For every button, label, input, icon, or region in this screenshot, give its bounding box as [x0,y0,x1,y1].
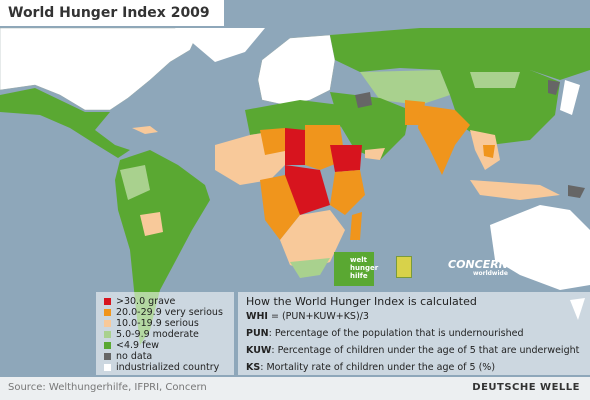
south-africa [290,258,330,278]
logo-ifpri [396,256,412,278]
yemen [365,148,385,160]
formula-text: : Percentage of children under the age o… [271,345,580,356]
legend-label: no data [116,351,153,362]
mexico [0,88,130,158]
india [418,105,470,175]
logo-concern: CONCERN worldwide [448,258,508,278]
caribbean [132,126,158,134]
greenland [175,28,265,62]
png [568,185,585,198]
ethiopia [330,145,362,172]
legend-swatch [104,320,111,327]
madagascar [350,212,362,240]
legend-swatch [104,331,111,338]
legend-item: <4.9 few [104,340,234,351]
east-africa [330,170,365,215]
legend: >30.0 grave 20.0-29.9 very serious 10.0-19… [96,292,234,375]
europe [257,34,336,106]
footer: Source: Welthungerhilfe, IFPRI, Concern … [0,377,590,400]
russia [330,28,590,80]
central-africa [260,175,300,240]
logo-welthungerhilfe: welt hunger hilfe [334,252,378,286]
formula-term: WHI [246,311,268,322]
legend-swatch [104,342,111,349]
legend-item: >30.0 grave [104,296,234,307]
legend-label: 20.0-29.9 very serious [116,307,223,318]
legend-label: industrialized country [116,362,220,373]
australia [490,205,590,290]
china [440,70,560,145]
congo [285,165,330,215]
formula-term: PUN [246,328,269,339]
legend-item: industrialized country [104,362,234,373]
brand: DEUTSCHE WELLE [472,382,580,393]
legend-label: <4.9 few [116,340,160,351]
legend-label: 5.0-9.9 moderate [116,329,199,340]
central-asia [360,70,450,105]
legend-label: >30.0 grave [116,296,176,307]
legend-label: 10.0-19.9 serious [116,318,199,329]
legend-swatch [104,353,111,360]
formula-text: : Mortality rate of children under the a… [260,362,496,373]
legend-item: 10.0-19.9 serious [104,318,234,329]
logo-concern-sub: worldwide [472,270,508,277]
cambodia [483,145,495,158]
formula-line: WHI = (PUN+KUW+KS)/3 [246,311,590,322]
sahel [260,128,290,155]
north-america [0,27,201,111]
source: Source: Welthungerhilfe, IFPRI, Concern [8,382,207,393]
formula-text: = (PUN+KUW+KS)/3 [267,311,369,322]
southern-africa [280,210,345,270]
formula-text: : Percentage of the population that is u… [268,328,524,339]
formula-line: PUN: Percentage of the population that i… [246,328,590,339]
legend-item: 20.0-29.9 very serious [104,307,234,318]
legend-item: no data [104,351,234,362]
legend-swatch [104,364,111,371]
formula-term: KS [246,362,261,373]
formula-term: KUW [246,345,272,356]
chad [285,128,305,165]
legend-item: 5.0-9.9 moderate [104,329,234,340]
middle-east [330,92,410,160]
formula-title: How the World Hunger Index is calculated [246,295,477,308]
legend-swatch [104,309,111,316]
iraq-no-data [355,92,372,108]
logo-concern-name: CONCERN [448,258,508,271]
title: World Hunger Index 2009 [0,0,224,26]
formula-line: KS: Mortality rate of children under the… [246,362,590,373]
bolivia [140,212,163,236]
formula-box: How the World Hunger Index is calculated… [238,292,590,375]
indonesia [470,180,560,200]
formula-line: KUW: Percentage of children under the ag… [246,345,590,356]
legend-swatch [104,298,111,305]
mongolia [470,72,520,88]
japan [560,80,580,115]
south-america-b [120,165,150,200]
korea [548,80,560,95]
